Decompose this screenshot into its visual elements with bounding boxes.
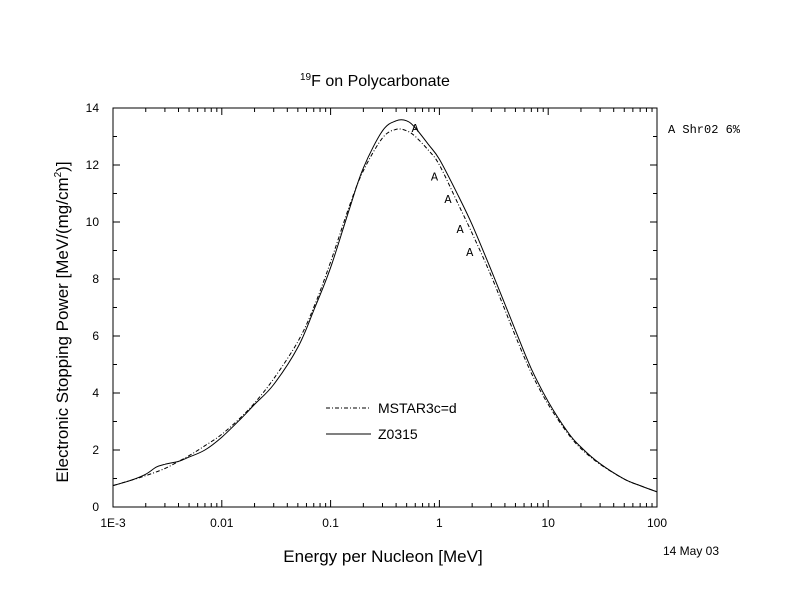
legend-label-mstar: MSTAR3c=d xyxy=(378,400,457,416)
x-tick-label: 1E-3 xyxy=(100,516,126,530)
axis-ticks xyxy=(112,107,658,508)
legend-label-z0315: Z0315 xyxy=(378,426,418,442)
y-tick-label: 14 xyxy=(86,101,100,115)
plot-frame xyxy=(112,107,658,508)
y-axis-title-superscript: 2 xyxy=(53,171,64,177)
experimental-data-point: A xyxy=(412,122,420,136)
y-tick-label: 12 xyxy=(86,158,100,172)
legend: MSTAR3c=d Z0315 xyxy=(326,400,457,442)
y-axis-title-prefix: Electronic Stopping Power [MeV/(mg/cm xyxy=(53,177,72,482)
y-axis-title: Electronic Stopping Power [MeV/(mg/cm2)] xyxy=(53,161,72,482)
experimental-data-point: A xyxy=(457,223,465,237)
x-tick-label: 1 xyxy=(436,516,443,530)
experimental-data-point: A xyxy=(466,246,474,260)
date-stamp: 14 May 03 xyxy=(663,544,719,558)
experimental-data-point: A xyxy=(444,193,452,207)
chart-title: 19F on Polycarbonate xyxy=(300,72,450,90)
x-tick-label: 10 xyxy=(542,516,556,530)
chart-title-superscript: 19 xyxy=(300,72,312,83)
experimental-data-label: A Shr02 6% xyxy=(668,123,741,137)
axis-tick-labels: 1E-3 0.01 0.1 1 10 100 0 2 4 6 8 10 12 14 xyxy=(86,101,668,530)
y-tick-label: 10 xyxy=(86,215,100,229)
chart-title-text: F on Polycarbonate xyxy=(311,73,450,90)
experimental-data-point: A xyxy=(431,170,439,184)
y-tick-label: 4 xyxy=(92,386,99,400)
series-z0315-line xyxy=(112,119,658,493)
y-axis-title-suffix: )] xyxy=(53,161,72,171)
y-tick-label: 2 xyxy=(92,443,99,457)
x-tick-label: 0.1 xyxy=(322,516,339,530)
series-layer xyxy=(112,119,658,493)
y-tick-label: 6 xyxy=(92,329,99,343)
x-axis-title: Energy per Nucleon [MeV] xyxy=(283,547,482,566)
x-tick-label: 100 xyxy=(647,516,667,530)
series-mstar3c-line xyxy=(112,128,658,493)
x-tick-label: 0.01 xyxy=(210,516,234,530)
y-tick-label: 8 xyxy=(92,272,99,286)
y-tick-label: 0 xyxy=(92,500,99,514)
